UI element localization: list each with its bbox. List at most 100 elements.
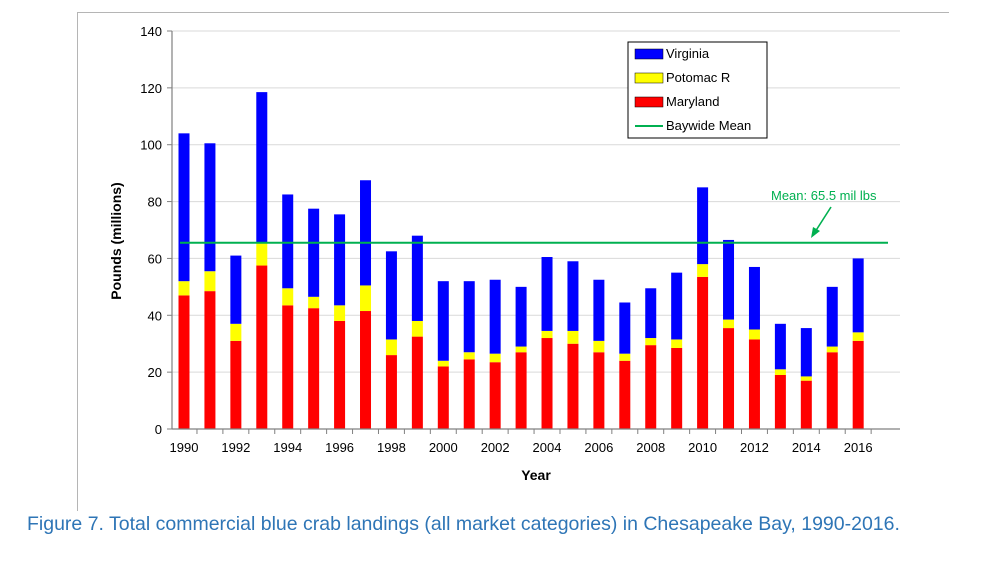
y-axis-label: Pounds (millions) — [108, 182, 124, 299]
y-tick-label: 120 — [140, 81, 162, 96]
bar-segment-maryland-2003 — [515, 352, 527, 429]
bar-segment-maryland-2016 — [852, 340, 864, 429]
y-tick-label: 0 — [155, 422, 162, 437]
bar-segment-virginia-2007 — [619, 302, 631, 354]
legend-swatch-virginia — [634, 48, 664, 60]
mean-annotation-arrowhead — [811, 227, 820, 238]
bar-segment-potomac-r-1997 — [360, 285, 372, 312]
legend-label-virginia: Virginia — [666, 46, 710, 61]
legend-entry-maryland: Maryland — [634, 94, 719, 109]
x-tick-label: 1998 — [377, 440, 406, 455]
bar-segment-virginia-2012 — [748, 266, 760, 330]
bar-segment-maryland-1990 — [178, 295, 190, 429]
bar-segment-maryland-1999 — [411, 336, 423, 429]
legend-swatch-maryland — [634, 96, 664, 108]
bar-segment-virginia-2016 — [852, 258, 864, 333]
bar-segment-maryland-1995 — [308, 308, 320, 429]
bar-segment-virginia-2000 — [437, 281, 449, 361]
bar-segment-potomac-r-2001 — [463, 352, 475, 360]
grid — [172, 30, 900, 373]
x-tick-label: 2010 — [688, 440, 717, 455]
bar-segment-maryland-2013 — [774, 374, 786, 429]
bar-segment-virginia-2002 — [489, 279, 501, 354]
bar-segment-virginia-1997 — [360, 180, 372, 286]
x-tick-label: 2002 — [481, 440, 510, 455]
y-tick-label: 60 — [148, 251, 162, 266]
x-tick-label: 1992 — [221, 440, 250, 455]
bar-segment-virginia-2003 — [515, 286, 527, 347]
bar-segment-maryland-2014 — [800, 380, 812, 429]
bar-segment-potomac-r-2013 — [774, 369, 786, 375]
bar-segment-virginia-1996 — [334, 214, 346, 306]
bar-segment-maryland-2004 — [541, 338, 553, 429]
bar-segment-maryland-2009 — [671, 347, 683, 429]
bar-segment-virginia-2008 — [645, 288, 657, 339]
bar-segment-virginia-2015 — [826, 286, 838, 347]
bar-segment-potomac-r-2016 — [852, 332, 864, 341]
bar-segment-potomac-r-2002 — [489, 353, 501, 363]
bar-segment-potomac-r-2015 — [826, 346, 838, 353]
chart-frame — [77, 12, 949, 511]
bar-segment-potomac-r-1994 — [282, 288, 294, 306]
bar-segment-virginia-2010 — [697, 187, 709, 265]
bar-segment-potomac-r-1999 — [411, 320, 423, 337]
bar-segment-maryland-1996 — [334, 320, 346, 429]
bar-segment-virginia-1994 — [282, 194, 294, 289]
bar-segment-maryland-2000 — [437, 366, 449, 429]
bar-segment-potomac-r-2011 — [723, 319, 735, 329]
bar-segment-virginia-1999 — [411, 235, 423, 321]
bar-segment-potomac-r-2007 — [619, 353, 631, 361]
bar-segment-potomac-r-2004 — [541, 330, 553, 339]
bar-segment-maryland-2015 — [826, 352, 838, 429]
x-tick-label: 2016 — [844, 440, 873, 455]
x-tick-label: 2014 — [792, 440, 821, 455]
bar-segment-potomac-r-2005 — [567, 330, 579, 344]
bar-segment-maryland-2008 — [645, 345, 657, 429]
bar-segment-maryland-2001 — [463, 359, 475, 429]
tick-labels: 0 20 40 60 80 100 120 140 1990 1992 1994 1996 1998 20… — [140, 24, 872, 455]
bar-segment-potomac-r-1992 — [230, 323, 242, 341]
x-tick-label: 1996 — [325, 440, 354, 455]
bar-segment-potomac-r-1993 — [256, 242, 268, 266]
bar-segment-virginia-1993 — [256, 92, 268, 243]
bar-segment-maryland-1991 — [204, 291, 216, 429]
bar-segment-potomac-r-1990 — [178, 281, 190, 296]
bar-segment-maryland-1993 — [256, 265, 268, 429]
bar-segment-maryland-1998 — [385, 355, 397, 429]
bar-segment-potomac-r-2000 — [437, 360, 449, 367]
bar-segment-potomac-r-1998 — [385, 339, 397, 356]
bar-segment-maryland-2012 — [748, 339, 760, 429]
bar-segment-maryland-2002 — [489, 362, 501, 429]
bar-segment-maryland-1992 — [230, 340, 242, 429]
bar-segment-potomac-r-2012 — [748, 329, 760, 340]
bar-segment-virginia-1990 — [178, 133, 190, 282]
bar-segment-potomac-r-1996 — [334, 305, 346, 321]
x-axis-label: Year — [521, 467, 551, 483]
bar-segment-potomac-r-1995 — [308, 296, 320, 309]
bar-segment-virginia-1998 — [385, 251, 397, 340]
mean-annotation-arrow — [814, 206, 832, 233]
bar-segment-maryland-2005 — [567, 343, 579, 429]
y-tick-label: 20 — [148, 365, 162, 380]
bar-segment-virginia-2014 — [800, 328, 812, 377]
legend-entry-baywide-mean: Baywide Mean — [635, 118, 751, 133]
x-tick-label: 2004 — [533, 440, 562, 455]
bar-segment-virginia-2001 — [463, 281, 475, 353]
y-tick-label: 140 — [140, 24, 162, 39]
y-tick-label: 40 — [148, 308, 162, 323]
legend-label-maryland: Maryland — [666, 94, 719, 109]
x-tick-label: 1994 — [273, 440, 302, 455]
mean-annotation-text: Mean: 65.5 mil lbs — [771, 188, 877, 203]
bar-segment-maryland-2006 — [593, 352, 605, 429]
x-tick-label: 2006 — [584, 440, 613, 455]
legend-swatch-potomac — [634, 72, 664, 84]
bar-segment-virginia-2009 — [671, 272, 683, 340]
bar-segment-potomac-r-1991 — [204, 271, 216, 292]
bar-segment-potomac-r-2009 — [671, 339, 683, 348]
x-tick-label: 2008 — [636, 440, 665, 455]
legend-label-baywide-mean: Baywide Mean — [666, 118, 751, 133]
bar-segment-maryland-1994 — [282, 305, 294, 429]
bar-segment-potomac-r-2006 — [593, 340, 605, 353]
axes — [171, 31, 900, 430]
